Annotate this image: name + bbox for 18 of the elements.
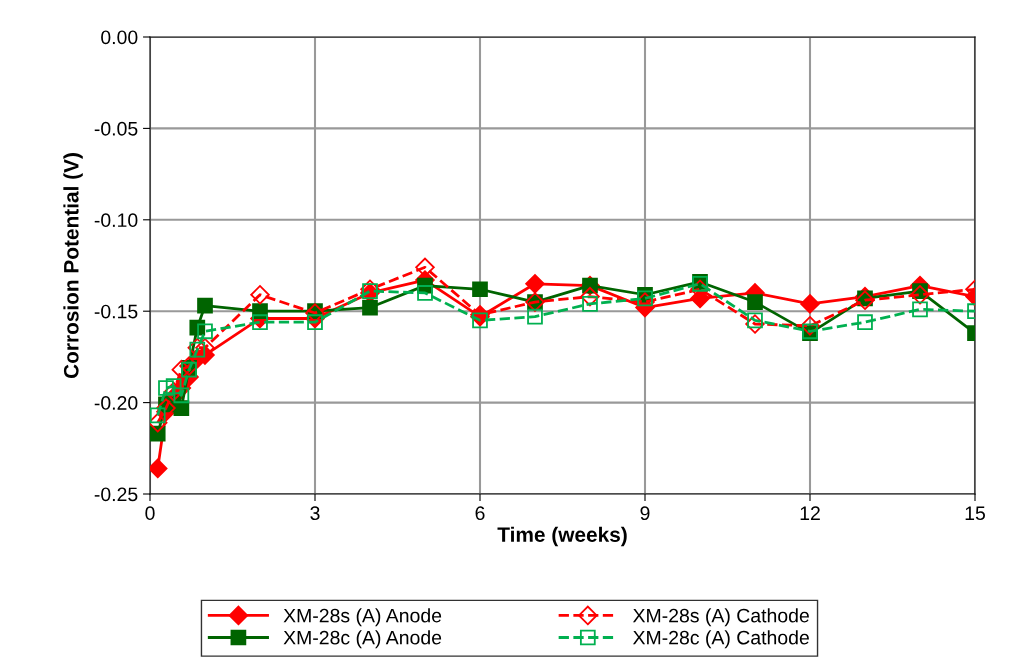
y-tick-label: 0.00	[101, 30, 138, 45]
y-tick-label: -0.15	[94, 304, 138, 319]
x-axis-title: Time (weeks)	[497, 526, 627, 547]
x-tick-label: 12	[800, 506, 820, 520]
y-tick-label: -0.05	[94, 121, 138, 136]
legend-label: XM-28c (A) Anode	[283, 630, 442, 649]
y-tick-label: -0.25	[94, 487, 138, 502]
x-tick-label: 9	[640, 506, 650, 521]
legend-label: XM-28s (A) Cathode	[632, 608, 809, 627]
legend-label: XM-28s (A) Anode	[283, 608, 442, 627]
x-tick-label: 0	[145, 506, 155, 521]
x-tick-label: 3	[310, 506, 320, 521]
y-tick-label: -0.20	[94, 396, 138, 410]
y-axis-title: Corrosion Potential (V)	[63, 153, 83, 379]
legend-label: XM-28c (A) Cathode	[632, 630, 809, 649]
x-tick-label: 6	[475, 506, 485, 521]
x-tick-label: 15	[965, 506, 985, 521]
y-tick-label: -0.10	[94, 213, 138, 228]
